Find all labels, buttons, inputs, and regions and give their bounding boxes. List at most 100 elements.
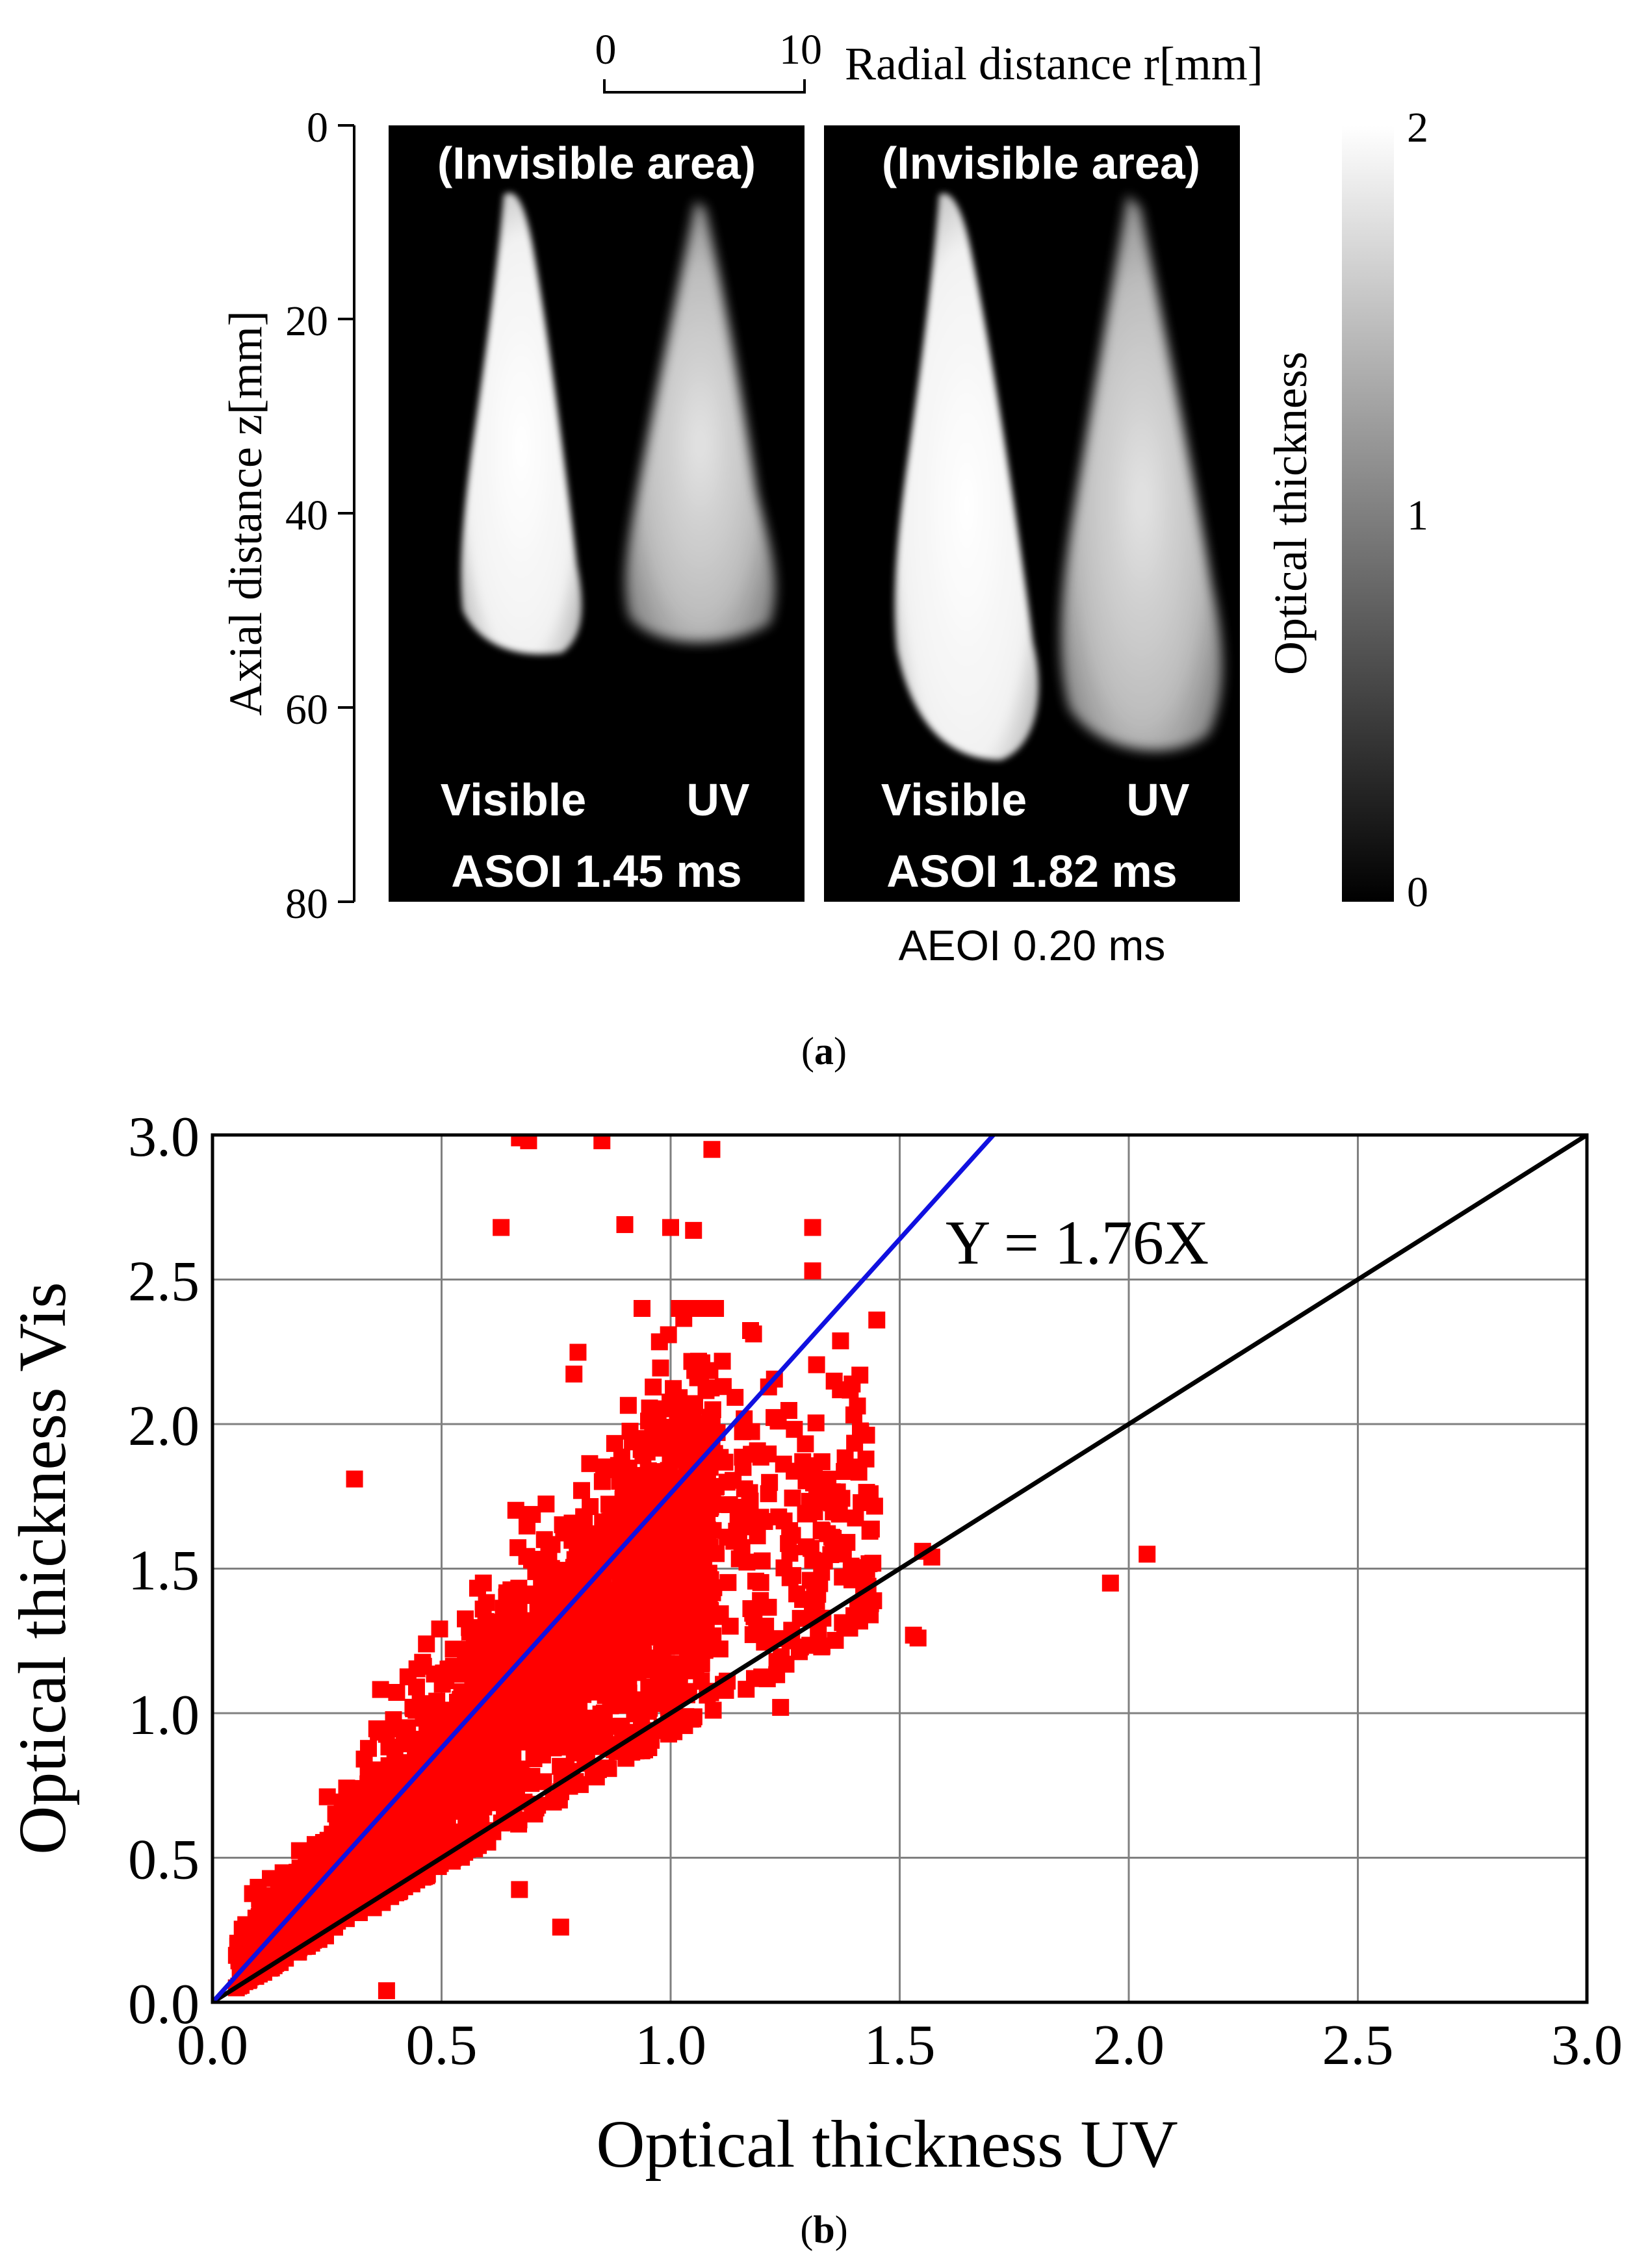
y-tick-label: 0.0 xyxy=(128,1973,200,2036)
fit-line xyxy=(212,1135,996,2002)
scatter-point xyxy=(593,1473,611,1490)
scatter-point xyxy=(650,1333,668,1351)
scatter-point xyxy=(734,1448,751,1466)
axial-tick-0: 0 xyxy=(307,104,328,151)
scatter-point xyxy=(652,1607,669,1625)
scatter-point xyxy=(595,1704,613,1722)
scatter-point xyxy=(864,1555,882,1572)
scatter-point xyxy=(400,1854,417,1871)
scatter-point xyxy=(689,1369,706,1386)
scatter-point xyxy=(597,1646,614,1663)
scatter-point xyxy=(535,1607,553,1625)
scatter-point xyxy=(681,1552,699,1570)
scatter-point xyxy=(613,1606,631,1624)
scatter-point xyxy=(749,1527,766,1545)
scatter-point xyxy=(827,1631,844,1649)
scatter-point xyxy=(807,1414,825,1432)
axial-tick-20: 20 xyxy=(285,298,328,345)
axial-tick-60: 60 xyxy=(285,686,328,733)
scatter-point xyxy=(474,1619,491,1637)
scatter-point xyxy=(563,1679,581,1697)
scatter-point xyxy=(532,1551,549,1568)
scatter-point xyxy=(781,1569,799,1586)
scatter-point xyxy=(865,1592,882,1609)
colorbar-gradient xyxy=(1342,125,1394,902)
scatter-point xyxy=(397,1723,415,1740)
scatter-point xyxy=(612,1470,630,1487)
fit-equation-label: Y = 1.76X xyxy=(946,1208,1209,1277)
scatter-point xyxy=(262,1870,279,1887)
scatter-point xyxy=(614,1490,632,1508)
scatter-point xyxy=(380,1738,398,1755)
y-tick-label: 2.0 xyxy=(128,1395,200,1458)
scatter-point xyxy=(570,1631,587,1649)
scatter-point xyxy=(617,1655,635,1673)
scatter-point xyxy=(578,1527,596,1544)
y-tick-label: 2.5 xyxy=(128,1251,200,1314)
scatter-point xyxy=(719,1574,737,1591)
scatter-point xyxy=(1139,1546,1156,1563)
scatter-point xyxy=(317,1845,335,1863)
y-tick-label: 1.0 xyxy=(128,1684,200,1747)
x-tick-label: 1.5 xyxy=(864,2014,936,2077)
scatter-point xyxy=(564,1576,582,1594)
x-tick-labels: 0.0 0.5 1.0 1.5 2.0 2.5 3.0 xyxy=(177,2014,1623,2077)
scatter-point xyxy=(701,1300,719,1317)
scatter-point xyxy=(804,1262,821,1280)
scatter-point xyxy=(770,1508,788,1525)
scatter-point xyxy=(480,1744,498,1761)
scatter-point xyxy=(510,1602,528,1620)
scatter-point xyxy=(699,1506,716,1523)
scatter-point xyxy=(509,1723,527,1740)
scatter-point xyxy=(704,1701,722,1719)
aeoi-label: AEOI 0.20 ms xyxy=(899,921,1166,969)
asoi-label-1: ASOI 1.45 ms xyxy=(451,846,741,897)
scatter-point xyxy=(685,1300,702,1317)
scatter-point xyxy=(747,1572,764,1590)
scatter-point xyxy=(735,1512,753,1529)
scatter-point xyxy=(681,1399,699,1417)
scatter-point xyxy=(567,1702,584,1720)
scatter-point xyxy=(565,1365,583,1382)
x-tick-label: 2.5 xyxy=(1322,2014,1394,2077)
y-axis-label: Optical thickness Vis xyxy=(5,1282,80,1855)
scatter-point xyxy=(684,1419,702,1436)
scatter-point xyxy=(571,1741,589,1759)
colorbar-tick-1: 1 xyxy=(1407,492,1428,539)
scatter-point xyxy=(330,1829,348,1846)
scale-bar-start-label: 0 xyxy=(595,26,617,73)
scatter-point xyxy=(383,1809,401,1827)
scatter-point xyxy=(797,1472,815,1490)
scatter-point xyxy=(853,1494,870,1511)
scatter-point xyxy=(676,1436,693,1454)
scatter-point xyxy=(760,1598,777,1616)
scatter-point xyxy=(660,1467,677,1484)
scatter-point xyxy=(657,1637,675,1654)
reference-lines xyxy=(212,1135,1587,2002)
y-tick-label: 0.5 xyxy=(128,1829,200,1892)
scatter-point xyxy=(772,1699,790,1716)
caption-b: (b) xyxy=(800,2208,847,2251)
scatter-point xyxy=(317,1892,335,1909)
scatter-point xyxy=(346,1855,363,1872)
scatter-point xyxy=(654,1438,671,1456)
axial-tick-80: 80 xyxy=(285,880,328,928)
x-tick-label: 1.0 xyxy=(635,2014,706,2077)
scatter-point xyxy=(619,1397,637,1414)
y-tick-labels: 0.0 0.5 1.0 1.5 2.0 2.5 3.0 xyxy=(128,1106,200,2036)
y-tick-label: 1.5 xyxy=(128,1540,200,1603)
scatter-point xyxy=(808,1356,825,1373)
scatter-point xyxy=(809,1585,827,1603)
scatter-point xyxy=(689,1631,707,1648)
scatter-point xyxy=(675,1502,692,1520)
uv-label-1: UV xyxy=(686,774,750,825)
invisible-area-label-1: (Invisible area) xyxy=(437,138,756,188)
scatter-point xyxy=(518,1695,535,1713)
scale-bar-end-label: 10 xyxy=(779,26,822,73)
scatter-point xyxy=(802,1540,819,1557)
scatter-point xyxy=(264,1887,281,1905)
panel-a: 0 10 Radial distance r[mm] 0 20 40 60 80… xyxy=(220,26,1428,1073)
scatter-point xyxy=(851,1366,869,1384)
visible-label-1: Visible xyxy=(441,774,586,825)
